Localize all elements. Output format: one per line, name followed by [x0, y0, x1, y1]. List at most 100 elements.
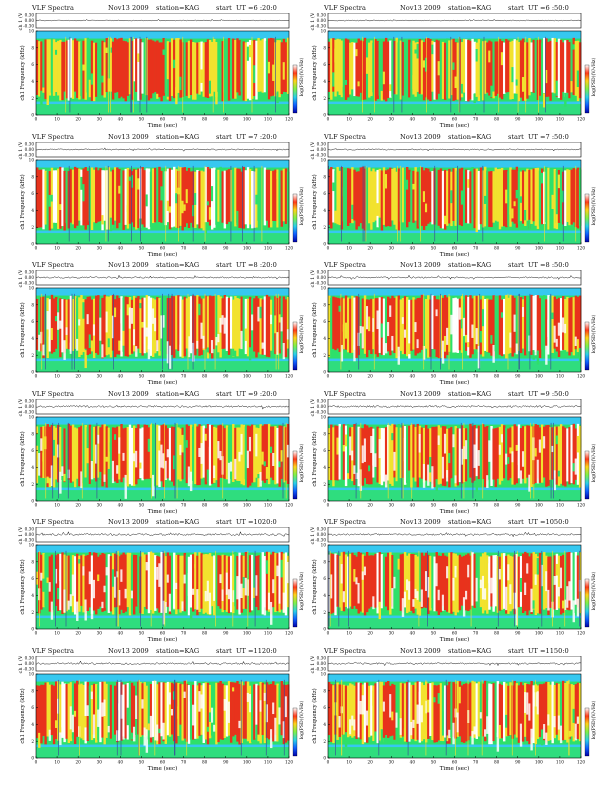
spec-patch	[278, 460, 281, 467]
spec-column	[160, 551, 163, 613]
spec-column	[545, 424, 548, 487]
colorbar	[584, 321, 590, 371]
spec-peak-patch	[490, 577, 493, 594]
waveform-frame	[327, 141, 582, 157]
time-tick-label: 70	[473, 245, 479, 250]
spec-peak-patch	[103, 585, 106, 593]
spec-column	[384, 295, 388, 358]
spec-column	[496, 168, 500, 222]
spec-patch	[253, 65, 256, 83]
spec-column	[270, 37, 273, 97]
spec-patch	[543, 93, 546, 108]
time-tick-label: 60	[160, 117, 166, 122]
time-axis-label: Time (sec)	[440, 508, 470, 515]
spec-column	[368, 555, 371, 609]
spec-streak	[507, 293, 509, 370]
spec-column	[338, 39, 341, 95]
spec-column	[261, 682, 264, 735]
freq-tick-label: 10	[321, 671, 327, 676]
spec-column	[196, 684, 199, 739]
spec-column	[238, 40, 241, 96]
spec-column	[477, 39, 481, 102]
spec-patch	[458, 686, 462, 703]
spec-patch	[551, 312, 554, 320]
time-tick-label: 40	[410, 374, 416, 379]
spec-column	[185, 298, 189, 349]
time-tick-label: 80	[202, 502, 208, 507]
spec-streak	[140, 550, 141, 627]
spec-peak-patch	[353, 718, 356, 730]
spec-patch	[50, 194, 54, 202]
spec-column	[71, 169, 75, 224]
time-tick-label: 20	[367, 631, 373, 636]
time-tick-label: 10	[54, 117, 60, 122]
spec-patch	[82, 64, 85, 71]
spec-column	[225, 424, 229, 479]
spec-streak	[457, 165, 458, 241]
spec-column	[397, 423, 400, 484]
spec-column	[521, 553, 525, 613]
spec-column	[200, 553, 203, 609]
spec-column	[450, 552, 453, 614]
time-tick-label: 20	[367, 117, 373, 122]
spec-column	[276, 169, 279, 227]
spec-peak-patch	[427, 577, 430, 598]
spec-column	[80, 555, 83, 606]
spec-streak	[88, 165, 90, 241]
freq-tick-label: 4	[31, 465, 34, 470]
spec-peak-patch	[492, 601, 495, 609]
spec-peak-patch	[462, 597, 466, 617]
spec-column	[540, 424, 544, 483]
spec-peak-patch	[135, 450, 138, 467]
spec-column	[65, 555, 68, 612]
spec-column	[395, 171, 398, 229]
spec-streak	[55, 550, 56, 627]
spec-column	[177, 554, 180, 610]
spec-streak	[140, 165, 141, 241]
freq-tick-label: 0	[31, 755, 34, 760]
spec-column	[342, 423, 346, 480]
spec-column	[130, 40, 134, 100]
spec-peak-patch	[473, 725, 476, 734]
spec-peak-patch	[477, 449, 481, 466]
time-tick-label: 100	[243, 117, 251, 122]
spec-column	[135, 169, 138, 230]
spec-column	[543, 37, 546, 93]
spec-column	[446, 428, 449, 478]
spec-patch	[263, 460, 267, 466]
spec-peak-patch	[61, 719, 64, 727]
spec-column	[219, 680, 222, 739]
spec-streak	[364, 165, 366, 241]
spec-peak-patch	[280, 317, 283, 332]
spec-column	[65, 170, 68, 223]
spec-peak-patch	[557, 586, 561, 597]
spec-column	[328, 427, 331, 480]
spec-peak-patch	[69, 594, 73, 607]
spec-streak	[282, 422, 284, 498]
spec-patch	[536, 207, 540, 216]
time-tick-label: 50	[139, 759, 145, 764]
spec-peak-patch	[519, 723, 523, 747]
spec-peak-patch	[378, 438, 382, 458]
wave-tick-label: 0.30	[25, 656, 35, 661]
spec-column	[384, 556, 388, 607]
spec-peak-patch	[547, 319, 550, 337]
spec-column	[578, 425, 582, 488]
spec-peak-patch	[500, 433, 504, 442]
spec-column	[240, 171, 243, 228]
spec-column	[86, 170, 90, 225]
spec-column	[160, 42, 163, 102]
spec-column	[103, 553, 106, 611]
time-tick-label: 10	[54, 631, 60, 636]
spec-column	[568, 551, 571, 611]
spec-column	[48, 299, 52, 352]
spec-peak-patch	[221, 589, 224, 601]
spec-column	[141, 426, 144, 480]
spec-band-top	[328, 288, 581, 294]
spec-column	[151, 40, 155, 94]
spec-streak	[115, 550, 117, 627]
spec-column	[255, 40, 258, 100]
spec-peak-patch	[162, 600, 165, 625]
spec-column	[538, 170, 542, 226]
